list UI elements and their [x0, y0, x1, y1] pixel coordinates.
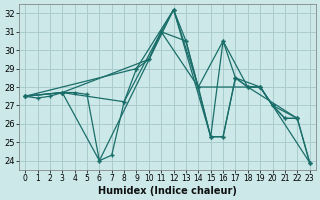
X-axis label: Humidex (Indice chaleur): Humidex (Indice chaleur) [98, 186, 237, 196]
